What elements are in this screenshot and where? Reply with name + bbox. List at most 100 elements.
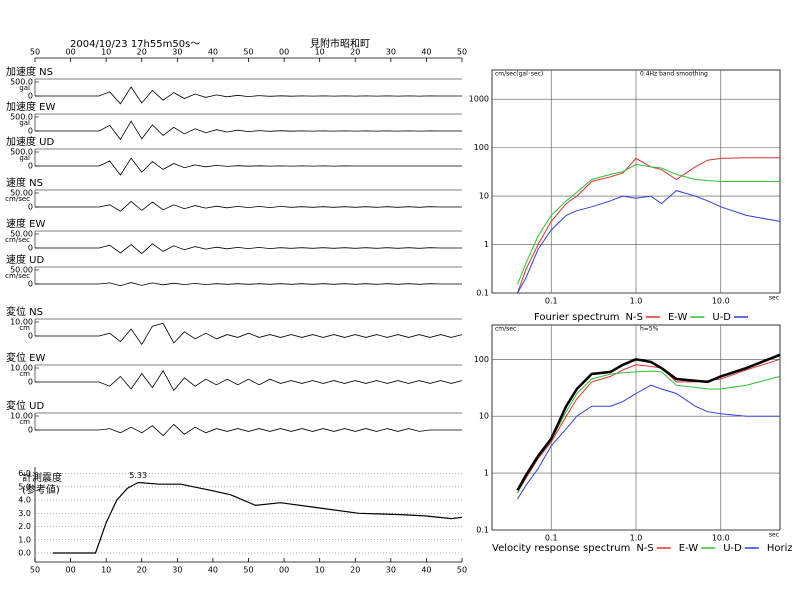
spectrum-line <box>517 157 780 294</box>
y-tick-label: 0 <box>28 92 33 101</box>
note: 0.4Hz band smoothing <box>640 71 708 78</box>
annotation: 5.33 <box>129 471 147 480</box>
trace-title: 速度 EW <box>6 217 45 230</box>
y-tick-label: 0 <box>28 280 33 289</box>
legend-title: Fourier spectrum <box>534 312 620 323</box>
y-tick-label: 0 <box>28 127 33 136</box>
y-tick-label: 1000 <box>469 95 489 104</box>
trace-unit: gal <box>19 119 30 127</box>
x-tick-label: 10.0 <box>712 297 730 306</box>
time-tick-label: 10 <box>101 48 111 57</box>
legend-label: N-S <box>626 312 643 323</box>
y-tick-label: 500.0 <box>10 148 33 157</box>
y-tick-label: 3.0 <box>18 509 31 518</box>
trace-unit: cm <box>19 324 30 332</box>
waveform <box>35 423 462 437</box>
time-tick-label: 40 <box>208 48 218 57</box>
y-tick-label: 0 <box>28 426 33 435</box>
legend-label: Horizon <box>767 543 792 554</box>
x-axis-label: sec <box>769 295 779 302</box>
time-tick-label: 50 <box>457 566 467 575</box>
waveform <box>35 243 462 255</box>
trace-title: 加速度 UD <box>6 135 54 148</box>
y-tick-label: 10.00 <box>10 412 33 421</box>
time-tick-label: 50 <box>243 48 253 57</box>
note: h=5% <box>640 326 659 333</box>
legend-label: U-D <box>712 312 731 323</box>
y-tick-label: 10.00 <box>10 364 33 373</box>
trace-unit: cm <box>19 418 30 426</box>
trace-title: 速度 NS <box>6 176 43 189</box>
y-tick-label: 100 <box>474 355 489 364</box>
y-tick-label: 100 <box>474 143 489 152</box>
y-tick-label: 0 <box>28 378 33 387</box>
trace-title: 加速度 EW <box>6 100 55 113</box>
y-tick-label: 5.0 <box>18 482 31 491</box>
y-tick-label: 1.0 <box>18 535 31 544</box>
y-tick-label: 4.0 <box>18 496 31 505</box>
time-tick-label: 20 <box>350 566 360 575</box>
time-tick-label: 30 <box>386 48 396 57</box>
legend-title: Velocity response spectrum <box>492 543 630 554</box>
record-date: 2004/10/23 17h55m50s～ <box>70 39 200 50</box>
intensity-line <box>52 481 463 554</box>
x-tick-label: 0.1 <box>545 534 558 543</box>
y-tick-label: 0 <box>28 203 33 212</box>
location: 見附市昭和町 <box>310 37 370 50</box>
trace-title: 速度 UD <box>6 253 44 266</box>
time-tick-label: 50 <box>30 566 40 575</box>
time-tick-label: 00 <box>279 48 289 57</box>
y-tick-label: 0 <box>28 162 33 171</box>
y-tick-label: 10 <box>479 192 489 201</box>
trace-title: 変位 NS <box>6 305 43 318</box>
waveform <box>35 282 462 287</box>
spectrum-line <box>516 353 781 491</box>
time-tick-label: 10 <box>315 566 325 575</box>
y-tick-label: 0 <box>28 244 33 253</box>
waveform <box>35 86 462 105</box>
time-tick-label: 50 <box>30 48 40 57</box>
time-tick-label: 00 <box>279 566 289 575</box>
legend-label: E-W <box>679 543 699 554</box>
y-tick-label: 0.1 <box>476 526 489 535</box>
y-tick-label: 1 <box>484 240 489 249</box>
x-tick-label: 1.0 <box>630 534 643 543</box>
spectrum-line <box>517 384 780 500</box>
legend-label: N-S <box>636 543 653 554</box>
waveform <box>35 120 462 141</box>
unit-label: cm/sec <box>495 326 516 333</box>
y-tick-label: 50.00 <box>10 189 33 198</box>
time-tick-label: 30 <box>172 566 182 575</box>
time-tick-label: 50 <box>457 48 467 57</box>
trace-unit: gal <box>19 154 30 162</box>
x-tick-label: 10.0 <box>712 534 730 543</box>
time-tick-label: 30 <box>172 48 182 57</box>
time-tick-label: 20 <box>350 48 360 57</box>
legend-label: U-D <box>723 543 742 554</box>
trace-unit: cm <box>19 370 30 378</box>
chart-title: 計測震度 <box>22 471 62 484</box>
y-tick-label: 0.1 <box>476 289 489 298</box>
waveform <box>35 370 463 392</box>
time-tick-label: 40 <box>421 48 431 57</box>
y-tick-label: 1 <box>484 469 489 478</box>
x-tick-label: 1.0 <box>630 297 643 306</box>
y-tick-label: 50.00 <box>10 230 33 239</box>
waveform <box>35 322 463 346</box>
trace-title: 変位 EW <box>6 351 45 364</box>
time-tick-label: 50 <box>243 566 253 575</box>
y-tick-label: 50.00 <box>10 266 33 275</box>
trace-unit: cm/sec <box>5 236 30 244</box>
time-tick-label: 00 <box>65 566 75 575</box>
unit-label: cm/sec(gal･sec) <box>495 71 543 78</box>
trace-title: 加速度 NS <box>6 65 53 78</box>
y-tick-label: 10.00 <box>10 318 33 327</box>
trace-unit: cm/sec <box>5 272 30 280</box>
time-tick-label: 00 <box>65 48 75 57</box>
time-tick-label: 40 <box>421 566 431 575</box>
time-tick-label: 20 <box>137 48 147 57</box>
time-tick-label: 30 <box>386 566 396 575</box>
waveform <box>35 157 462 176</box>
